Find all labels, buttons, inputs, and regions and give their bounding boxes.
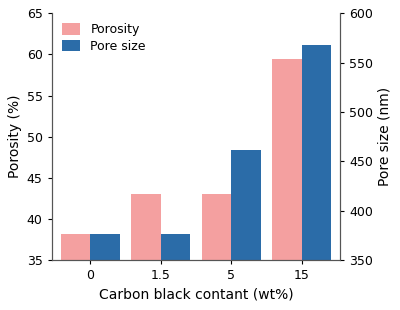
Y-axis label: Pore size (nm): Pore size (nm) (378, 87, 392, 186)
X-axis label: Carbon black contant (wt%): Carbon black contant (wt%) (99, 288, 293, 302)
Bar (61, 234, 90, 310)
Bar (161, 234, 190, 310)
Legend: Porosity, Pore size: Porosity, Pore size (58, 20, 150, 57)
Bar (131, 194, 161, 310)
Bar (90, 234, 120, 310)
Bar (202, 194, 231, 310)
Bar (272, 59, 302, 310)
Bar (302, 45, 331, 310)
Bar (231, 149, 261, 310)
Y-axis label: Porosity (%): Porosity (%) (8, 95, 22, 179)
